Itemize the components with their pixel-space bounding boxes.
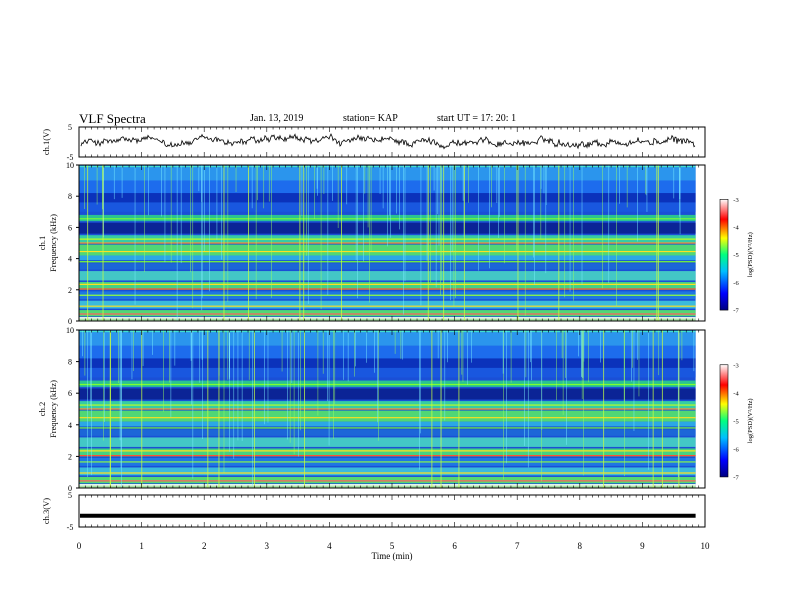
colorbar-tick-label: -4 [733, 390, 739, 397]
x-tick-label: 2 [202, 541, 207, 551]
spectrogram-ylabel: Frequency (kHz) [48, 214, 58, 272]
x-tick-label: 6 [452, 541, 457, 551]
spectrogram-band [79, 330, 696, 346]
x-tick-label: 7 [515, 541, 520, 551]
x-tick-label: 4 [327, 541, 332, 551]
x-tick-label: 1 [139, 541, 144, 551]
colorbar-label: log(PSD)(V²/Hz) [747, 232, 754, 277]
colorbar [719, 199, 729, 311]
colorbar-tick-label: -7 [733, 308, 739, 315]
x-tick-label: 10 [701, 541, 711, 551]
colorbar-tick-label: -5 [733, 252, 738, 259]
spectrogram-band [79, 380, 696, 387]
spectrogram-ytick-label: 2 [68, 286, 72, 295]
spectrogram-band [79, 429, 696, 436]
colorbars: -3 -4 -5 -6 -7 log(PSD)(V²/Hz) -3 -4 -5 -6 -7 log(P… [719, 197, 754, 481]
colorbar-tick-label: -4 [733, 225, 739, 232]
spectrogram-ylabel-channel: ch.1 [37, 236, 47, 250]
spectrogram-band [79, 358, 696, 368]
ch1-waveform-line [80, 133, 696, 150]
chart-title: VLF Spectra [79, 111, 146, 126]
spectrogram-band [79, 263, 696, 270]
colorbar-tick-label: -5 [733, 418, 738, 425]
colorbar-tick-label: -3 [733, 362, 738, 369]
spectrogram-band [79, 317, 696, 321]
x-tick-label: 0 [77, 541, 82, 551]
spectrogram-ytick-label: 4 [68, 255, 72, 264]
colorbar-tick-label: -7 [733, 474, 739, 481]
spectrogram-ytick-label: 10 [66, 326, 74, 335]
start-time-label: start UT = 17: 20: 1 [437, 113, 517, 124]
spectrogram-band [79, 300, 696, 309]
ch3-ytick-label: -5 [67, 523, 74, 532]
colorbar-tick-label: -6 [733, 280, 739, 287]
spectrogram-band [79, 310, 696, 317]
spectrogram-ytick-label: 2 [68, 452, 72, 461]
ch3-ylabel: ch.3(V) [41, 498, 51, 524]
spectrogram-band [79, 421, 696, 427]
spectrogram-ytick-label: 6 [68, 223, 72, 232]
x-tick-label: 3 [265, 541, 270, 551]
spectrogram-ytick-label: 0 [68, 484, 72, 493]
spectrogram-band [79, 476, 696, 484]
spectrogram-ytick-label: 6 [68, 389, 72, 398]
spectrogram-band [79, 244, 696, 256]
date-label: Jan. 13, 2019 [250, 113, 304, 124]
time-axis: 0 1 2 3 4 5 6 7 8 9 10 Time (min) [77, 127, 710, 561]
spectrogram-ytick-label: 8 [68, 192, 72, 201]
colorbar [719, 364, 729, 478]
ch1-ylabel: ch.1(V) [41, 129, 51, 155]
colorbar-tick-label: -3 [733, 197, 738, 204]
station-label: station= KAP [343, 113, 398, 124]
ch1-ytick-label: -5 [67, 153, 74, 162]
x-tick-label: 5 [390, 541, 395, 551]
ch1-ytick-label: 5 [68, 123, 72, 132]
spectrogram-band [79, 484, 696, 488]
x-axis-label: Time (min) [372, 551, 413, 561]
spectrogram-band [79, 271, 696, 281]
spectrogram-band [79, 410, 696, 422]
spectrogram-band [79, 448, 696, 457]
spectrogram-ytick-label: 10 [66, 161, 74, 170]
colorbar-tick-label: -6 [733, 446, 739, 453]
spectrogram-band [79, 367, 696, 378]
ch3-ytick-label: 5 [68, 491, 72, 500]
x-tick-label: 8 [578, 541, 583, 551]
ch1-spectrogram-panel: 0 2 4 6 8 10 ch.1 Frequency (kHz) [37, 161, 706, 326]
ch2-spectrogram-panel: 0 2 4 6 8 10 ch.2 Frequency (kHz) [37, 326, 706, 493]
spectrogram-band [79, 388, 696, 400]
spectrogram-ytick-label: 8 [68, 358, 72, 367]
spectrogram-band [79, 255, 696, 261]
colorbar-label: log(PSD)(V²/Hz) [747, 398, 754, 443]
spectrogram-ylabel-channel: ch.2 [37, 402, 47, 416]
spectrogram-band [79, 467, 696, 476]
spectrogram-band [79, 345, 696, 359]
x-tick-label: 9 [640, 541, 645, 551]
spectrogram-ylabel: Frequency (kHz) [48, 380, 58, 438]
spectrogram-band [79, 437, 696, 447]
spectrogram-ytick-label: 0 [68, 317, 72, 326]
spectrogram-ytick-label: 4 [68, 421, 72, 430]
spectrogram-band [79, 282, 696, 290]
